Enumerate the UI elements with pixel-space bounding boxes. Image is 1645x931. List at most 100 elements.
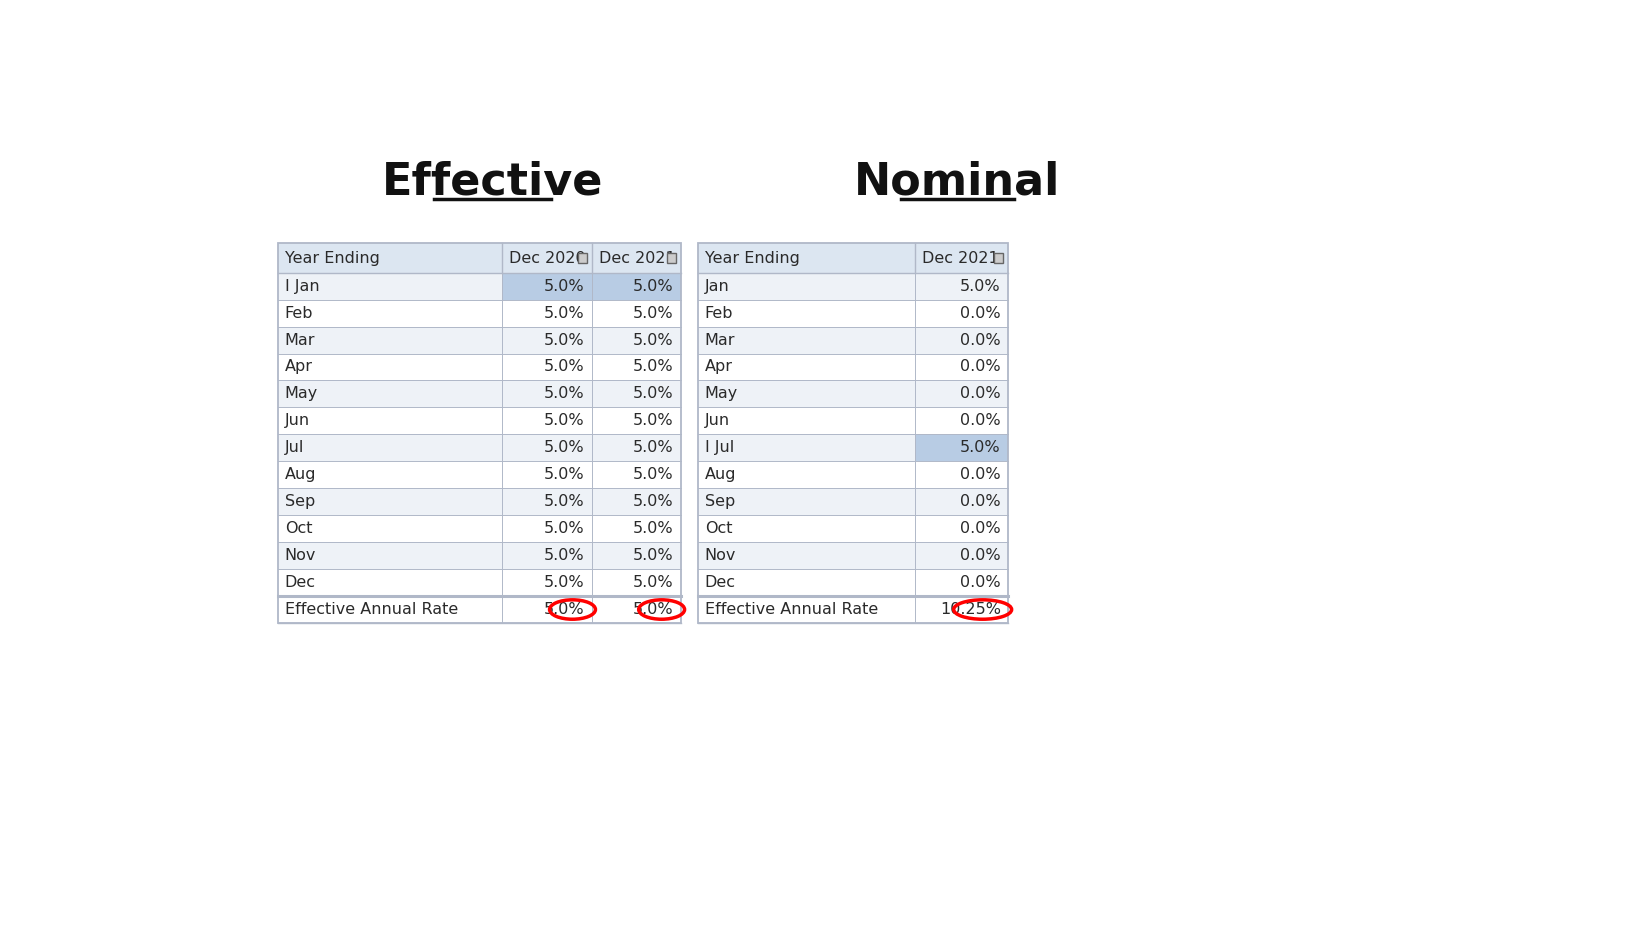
Text: 5.0%: 5.0% bbox=[544, 548, 584, 563]
Bar bbox=[278, 381, 681, 408]
Text: 5.0%: 5.0% bbox=[544, 494, 584, 509]
Bar bbox=[278, 435, 681, 461]
Bar bbox=[278, 596, 681, 623]
Text: Effective Annual Rate: Effective Annual Rate bbox=[704, 602, 878, 617]
Bar bbox=[697, 243, 1008, 623]
Bar bbox=[697, 435, 1008, 461]
Text: 5.0%: 5.0% bbox=[633, 305, 674, 320]
Text: 5.0%: 5.0% bbox=[633, 440, 674, 455]
Text: Oct: Oct bbox=[285, 521, 313, 536]
Bar bbox=[697, 408, 1008, 435]
Bar bbox=[278, 327, 681, 354]
Text: 5.0%: 5.0% bbox=[544, 467, 584, 482]
Text: Apr: Apr bbox=[704, 359, 732, 374]
Text: Nov: Nov bbox=[285, 548, 316, 563]
Text: Year Ending: Year Ending bbox=[704, 250, 799, 265]
Text: Year Ending: Year Ending bbox=[285, 250, 380, 265]
Text: 5.0%: 5.0% bbox=[633, 359, 674, 374]
Text: 5.0%: 5.0% bbox=[633, 575, 674, 590]
Text: Dec 2021: Dec 2021 bbox=[921, 250, 999, 265]
Text: 5.0%: 5.0% bbox=[633, 278, 674, 293]
Text: 5.0%: 5.0% bbox=[544, 305, 584, 320]
Bar bbox=[697, 300, 1008, 327]
Text: Jun: Jun bbox=[285, 413, 309, 428]
Text: 5.0%: 5.0% bbox=[633, 521, 674, 536]
Bar bbox=[502, 273, 681, 300]
Text: I Jul: I Jul bbox=[704, 440, 734, 455]
Bar bbox=[278, 408, 681, 435]
Bar bbox=[697, 243, 1008, 273]
Text: Nov: Nov bbox=[704, 548, 735, 563]
Bar bbox=[697, 569, 1008, 596]
Text: 0.0%: 0.0% bbox=[961, 359, 1000, 374]
Text: 5.0%: 5.0% bbox=[961, 440, 1000, 455]
Text: 0.0%: 0.0% bbox=[961, 386, 1000, 401]
Text: Jul: Jul bbox=[285, 440, 304, 455]
Text: Nominal: Nominal bbox=[854, 160, 1061, 203]
Text: 5.0%: 5.0% bbox=[633, 548, 674, 563]
Text: May: May bbox=[704, 386, 739, 401]
Bar bbox=[697, 354, 1008, 381]
Bar bbox=[278, 243, 681, 273]
Text: May: May bbox=[285, 386, 317, 401]
Text: 5.0%: 5.0% bbox=[633, 602, 674, 617]
Text: Dec: Dec bbox=[285, 575, 316, 590]
Bar bbox=[278, 461, 681, 488]
Bar bbox=[577, 253, 587, 263]
Text: 5.0%: 5.0% bbox=[633, 386, 674, 401]
Text: Feb: Feb bbox=[704, 305, 734, 320]
Text: Aug: Aug bbox=[704, 467, 737, 482]
Text: Dec: Dec bbox=[704, 575, 735, 590]
Bar bbox=[697, 542, 1008, 569]
Text: 0.0%: 0.0% bbox=[961, 332, 1000, 347]
Bar bbox=[278, 273, 681, 300]
Text: 5.0%: 5.0% bbox=[544, 440, 584, 455]
Bar bbox=[915, 435, 1008, 461]
Bar bbox=[697, 515, 1008, 542]
Text: Mar: Mar bbox=[704, 332, 735, 347]
Text: 5.0%: 5.0% bbox=[544, 575, 584, 590]
Text: Apr: Apr bbox=[285, 359, 313, 374]
Text: Aug: Aug bbox=[285, 467, 316, 482]
Bar bbox=[697, 273, 1008, 300]
Text: 5.0%: 5.0% bbox=[544, 602, 584, 617]
Text: 10.25%: 10.25% bbox=[939, 602, 1000, 617]
Text: 0.0%: 0.0% bbox=[961, 575, 1000, 590]
Text: 5.0%: 5.0% bbox=[961, 278, 1000, 293]
Bar bbox=[278, 300, 681, 327]
Text: 5.0%: 5.0% bbox=[633, 332, 674, 347]
Bar bbox=[697, 327, 1008, 354]
Bar bbox=[278, 488, 681, 515]
Text: Mar: Mar bbox=[285, 332, 316, 347]
Text: Dec 2021: Dec 2021 bbox=[599, 250, 676, 265]
Text: 5.0%: 5.0% bbox=[633, 467, 674, 482]
Text: I Jan: I Jan bbox=[285, 278, 319, 293]
Text: Feb: Feb bbox=[285, 305, 313, 320]
Bar bbox=[666, 253, 676, 263]
Text: 5.0%: 5.0% bbox=[544, 359, 584, 374]
Text: Dec 2020: Dec 2020 bbox=[510, 250, 586, 265]
Text: 0.0%: 0.0% bbox=[961, 305, 1000, 320]
Bar bbox=[697, 461, 1008, 488]
Text: Jun: Jun bbox=[704, 413, 730, 428]
Bar bbox=[278, 569, 681, 596]
Text: 0.0%: 0.0% bbox=[961, 467, 1000, 482]
Text: 5.0%: 5.0% bbox=[544, 521, 584, 536]
Text: 0.0%: 0.0% bbox=[961, 521, 1000, 536]
Text: 5.0%: 5.0% bbox=[633, 494, 674, 509]
Text: 5.0%: 5.0% bbox=[544, 332, 584, 347]
Bar bbox=[278, 515, 681, 542]
Text: Effective: Effective bbox=[382, 160, 604, 203]
Text: Sep: Sep bbox=[704, 494, 735, 509]
Text: Effective Annual Rate: Effective Annual Rate bbox=[285, 602, 457, 617]
Bar bbox=[697, 596, 1008, 623]
Text: Oct: Oct bbox=[704, 521, 732, 536]
Text: 5.0%: 5.0% bbox=[544, 413, 584, 428]
Bar bbox=[697, 488, 1008, 515]
Bar bbox=[697, 381, 1008, 408]
Text: 0.0%: 0.0% bbox=[961, 494, 1000, 509]
Text: Jan: Jan bbox=[704, 278, 729, 293]
Bar bbox=[278, 542, 681, 569]
Text: 5.0%: 5.0% bbox=[633, 413, 674, 428]
Text: 0.0%: 0.0% bbox=[961, 548, 1000, 563]
